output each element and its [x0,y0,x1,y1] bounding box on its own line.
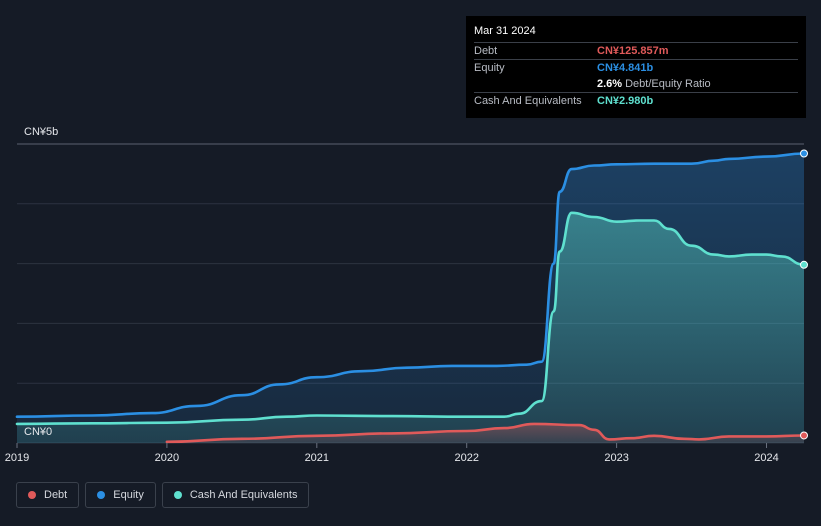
cash-dot-icon [173,491,182,499]
tooltip-equity-label: Equity [474,62,505,74]
y-axis-top-label: CN¥5b [24,126,58,138]
legend-item-debt[interactable]: Debt [16,482,80,508]
tooltip-date: Mar 31 2024 [474,25,536,37]
tooltip-row-cash: Cash And Equivalents CN¥2.980b [474,92,798,109]
series-lines [15,152,806,444]
legend-label-debt: Debt [44,489,68,501]
cash-area [17,212,804,443]
tooltip-debt-label: Debt [474,45,498,57]
chart-legend: Debt Equity Cash And Equivalents [16,482,310,508]
debt-end-marker[interactable] [800,431,808,440]
debt-dot-icon [28,491,36,499]
debt-area [166,423,804,443]
y-axis-bottom-label: CN¥0 [24,426,52,438]
x-tick-label-2024: 2024 [754,452,778,464]
tooltip-row-debt: Debt CN¥125.857m [474,42,798,59]
x-tick-label-2020: 2020 [155,452,179,464]
tooltip-debt-value: CN¥125.857m [597,45,669,57]
x-tick-label-2023: 2023 [604,452,628,464]
tooltip-ratio-value: 2.6% [597,78,623,90]
cash-line [15,211,806,426]
x-tick-label-2022: 2022 [454,452,478,464]
cash-end-marker[interactable] [800,260,808,269]
tooltip-row-ratio: 2.6% Debt/Equity Ratio [474,76,798,92]
debt-line [165,422,806,444]
legend-label-equity: Equity [113,489,144,501]
x-tick-label-2019: 2019 [5,452,29,464]
legend-item-equity[interactable]: Equity [85,482,156,508]
tooltip-row-equity: Equity CN¥4.841b [474,59,798,76]
area-fills [17,153,804,443]
equity-line [15,152,806,418]
x-axis-ticks: 2019 2020 2021 2022 2023 2024 [5,443,779,464]
equity-end-marker[interactable] [800,149,808,158]
tooltip-equity-value: CN¥4.841b [597,62,654,74]
end-markers [800,149,808,440]
tooltip-cash-label: Cash And Equivalents [474,95,582,107]
tooltip-ratio-label: Debt/Equity Ratio [625,78,711,90]
data-tooltip: Mar 31 2024 Debt CN¥125.857m Equity CN¥4… [466,16,806,118]
x-tick-label-2021: 2021 [305,452,329,464]
equity-dot-icon [97,491,106,499]
tooltip-cash-value: CN¥2.980b [597,95,654,107]
legend-item-cash[interactable]: Cash And Equivalents [161,482,310,508]
legend-label-cash: Cash And Equivalents [189,489,298,501]
